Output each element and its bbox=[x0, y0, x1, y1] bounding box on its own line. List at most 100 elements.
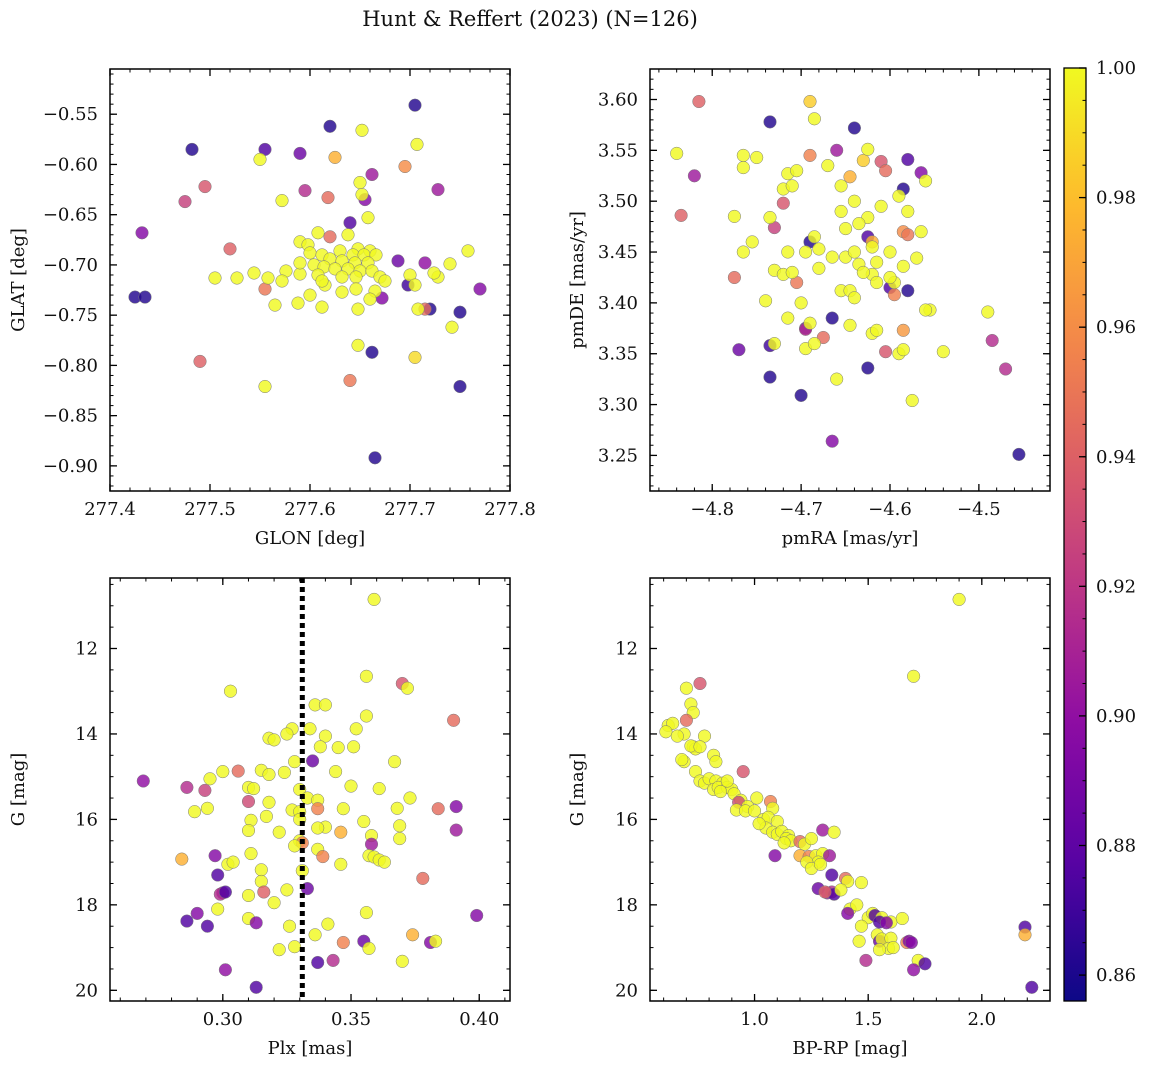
data-point bbox=[230, 271, 244, 285]
y-axis-label: pmDE [mas/yr] bbox=[567, 211, 588, 349]
data-point bbox=[839, 222, 853, 236]
y-tick-label: 3.25 bbox=[598, 445, 638, 466]
colorbar-tick-label: 0.90 bbox=[1096, 706, 1136, 727]
x-tick-label: −4.6 bbox=[868, 499, 912, 520]
x-tick-label: 0.35 bbox=[331, 1009, 371, 1030]
data-point bbox=[254, 863, 268, 877]
data-point bbox=[408, 350, 422, 364]
figure-title: Hunt & Reffert (2023) (N=126) bbox=[362, 7, 698, 31]
colorbar-tick-label: 0.96 bbox=[1096, 317, 1136, 338]
data-point bbox=[736, 161, 750, 175]
data-point bbox=[293, 146, 307, 160]
colorbar-gradient bbox=[1063, 67, 1087, 1002]
data-point bbox=[834, 179, 848, 193]
y-tick-label: −0.70 bbox=[43, 255, 98, 276]
data-point bbox=[794, 296, 808, 310]
data-point bbox=[861, 361, 875, 375]
data-point bbox=[679, 713, 693, 727]
data-point bbox=[886, 941, 900, 955]
data-point bbox=[865, 240, 879, 254]
data-point bbox=[812, 261, 826, 275]
data-point bbox=[313, 740, 327, 754]
y-tick-label: 12 bbox=[75, 639, 98, 660]
data-point bbox=[180, 780, 194, 794]
data-point bbox=[790, 164, 804, 178]
x-tick-label: 2.0 bbox=[967, 1009, 996, 1030]
x-axis-label: BP-RP [mag] bbox=[792, 1038, 907, 1059]
data-point bbox=[431, 802, 445, 816]
panel-cmd: 1.0 1.5 2.0 12 14 16 18 20 BP-RP [mag] G [mag] bbox=[567, 577, 1051, 1059]
panels: 277.4 277.5 277.6 277.7 277.8 −0.55 −0.60 −0.65… bbox=[8, 68, 1051, 1059]
y-tick-label: 3.35 bbox=[598, 344, 638, 365]
data-point bbox=[323, 230, 337, 244]
data-point bbox=[803, 148, 817, 162]
data-point bbox=[907, 669, 921, 683]
data-point bbox=[896, 259, 910, 273]
data-point bbox=[763, 370, 777, 384]
data-point bbox=[393, 832, 407, 846]
data-point bbox=[1025, 980, 1039, 994]
data-point bbox=[344, 779, 358, 793]
data-point bbox=[825, 868, 839, 882]
data-point bbox=[406, 928, 420, 942]
x-axis-label: Plx [mas] bbox=[268, 1038, 353, 1059]
data-point bbox=[359, 906, 373, 920]
data-point bbox=[247, 782, 261, 796]
data-point bbox=[367, 592, 381, 606]
data-point bbox=[847, 194, 861, 208]
data-point bbox=[763, 115, 777, 129]
scatter-points bbox=[670, 94, 1026, 461]
y-tick-label: −0.55 bbox=[43, 104, 98, 125]
colorbar: 0.86 0.88 0.90 0.92 0.94 0.96 0.98 1.00 bbox=[1063, 58, 1136, 1002]
data-point bbox=[218, 885, 232, 899]
data-point bbox=[349, 722, 363, 736]
data-point bbox=[861, 142, 875, 156]
data-point bbox=[316, 850, 330, 864]
data-point bbox=[336, 802, 350, 816]
data-point bbox=[293, 267, 307, 281]
data-point bbox=[258, 282, 272, 296]
data-point bbox=[185, 142, 199, 156]
y-tick-label: 18 bbox=[615, 895, 638, 916]
data-point bbox=[895, 911, 909, 926]
data-point bbox=[919, 303, 933, 317]
data-point bbox=[277, 765, 291, 779]
data-point bbox=[952, 592, 966, 606]
data-point bbox=[262, 795, 276, 809]
data-point bbox=[408, 278, 422, 292]
data-point bbox=[357, 814, 371, 829]
data-point bbox=[776, 196, 790, 210]
y-tick-label: −0.65 bbox=[43, 205, 98, 226]
data-point bbox=[365, 167, 379, 182]
data-point bbox=[311, 821, 325, 835]
data-point bbox=[410, 137, 424, 151]
x-tick-label: 0.30 bbox=[203, 1009, 243, 1030]
data-point bbox=[692, 94, 706, 109]
y-tick-label: 3.55 bbox=[598, 140, 638, 161]
data-point bbox=[315, 300, 329, 314]
data-point bbox=[670, 146, 684, 160]
x-tick-label: 0.40 bbox=[459, 1009, 499, 1030]
data-point bbox=[355, 123, 369, 137]
data-point bbox=[445, 320, 459, 334]
data-point bbox=[794, 388, 808, 402]
data-point bbox=[311, 226, 325, 240]
data-point bbox=[388, 755, 402, 769]
data-point bbox=[720, 774, 734, 788]
data-point bbox=[334, 825, 348, 839]
panel-glon-glat: 277.4 277.5 277.6 277.7 277.8 −0.55 −0.60 −0.65… bbox=[8, 68, 536, 549]
data-point bbox=[750, 150, 764, 165]
data-point bbox=[834, 883, 848, 897]
data-point bbox=[901, 204, 915, 218]
axes-frame bbox=[109, 577, 511, 1002]
data-point bbox=[267, 896, 281, 910]
data-point bbox=[856, 153, 870, 168]
data-point bbox=[364, 837, 379, 851]
data-point bbox=[901, 228, 915, 242]
data-point bbox=[803, 94, 817, 109]
data-point bbox=[249, 916, 263, 930]
data-point bbox=[896, 343, 910, 357]
data-point bbox=[336, 935, 350, 950]
data-point bbox=[449, 800, 463, 814]
